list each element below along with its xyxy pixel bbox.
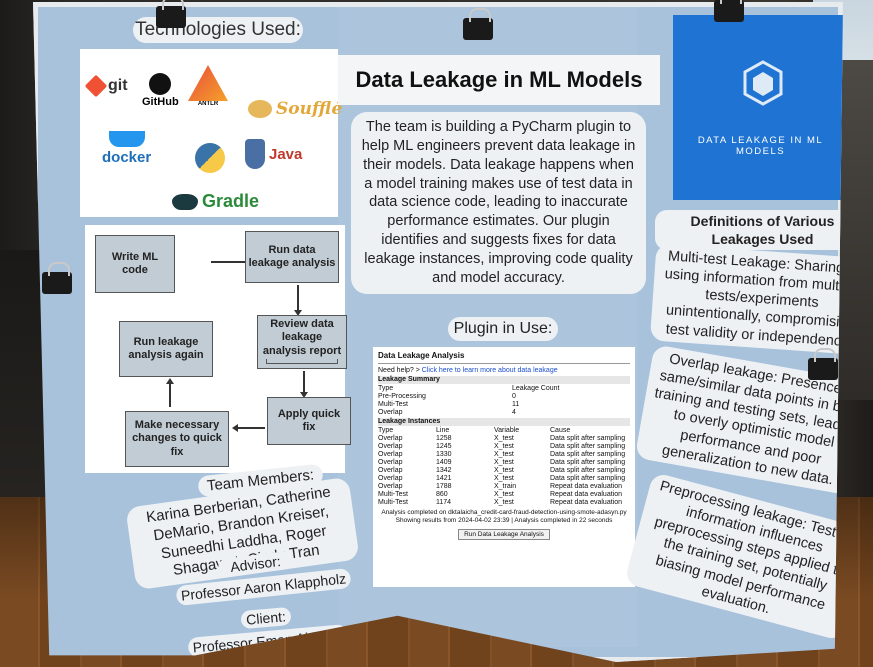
git-logo: git [84, 74, 128, 98]
table-row[interactable]: Overlap 1258 X_test Data split after sam… [378, 434, 626, 442]
java-logo: Java [245, 139, 302, 169]
flow-arrow [166, 378, 173, 407]
github-icon [149, 73, 172, 95]
plugin-screenshot: Data Leakage Analysis Need help? > Click… [373, 347, 635, 587]
github-logo: GitHub [142, 73, 179, 108]
gradle-logo: Gradle [172, 191, 259, 212]
flow-make-changes: Make necessary changes to quick fix [125, 411, 229, 467]
binder-clip [42, 262, 72, 294]
definitions-title: Definitions of Various Leakages Used [655, 210, 843, 251]
flow-run-analysis: Run data leakage analysis [245, 231, 339, 283]
docker-icon [108, 131, 145, 147]
help-row: Need help? > Click here to learn more ab… [378, 367, 558, 374]
brand-text: DATA LEAKAGE IN ML MODELS [697, 135, 824, 157]
flow-arrow [300, 371, 307, 398]
table-row[interactable]: Multi-Test 860 X_test Repeat data evalua… [378, 490, 622, 498]
table-row[interactable]: Overlap 1245 X_test Data split after sam… [378, 442, 626, 450]
flow-write-ml-code: Write ML code [95, 235, 175, 293]
brand-logo-panel: DATA LEAKAGE IN ML MODELS [673, 15, 843, 200]
plugin-in-use-title: Plugin in Use: [448, 317, 558, 341]
poster-title: Data Leakage in ML Models [338, 55, 660, 105]
preprocessing-definition: Preprocessing leakage: Test set informat… [623, 471, 843, 641]
summary-columns: Type Leakage Count [378, 384, 560, 392]
table-row: Overlap 4 [378, 408, 516, 416]
table-row: Multi-Test 11 [378, 400, 520, 408]
table-row[interactable]: Overlap 1788 X_train Repeat data evaluat… [378, 482, 622, 490]
run-analysis-button[interactable]: Run Data Leakage Analysis [458, 528, 550, 540]
instances-header: Leakage Instances [378, 418, 630, 426]
flow-rerun-analysis: Run leakage analysis again [119, 321, 213, 377]
help-link[interactable]: Click here to learn more about data leak… [421, 367, 558, 374]
docker-logo: docker [102, 131, 151, 166]
flow-arrow [294, 285, 301, 316]
instances-columns: Type Line Variable Cause [378, 426, 571, 434]
git-icon [84, 74, 108, 98]
python-logo [195, 143, 225, 173]
table-row[interactable]: Overlap 1342 X_test Data split after sam… [378, 466, 626, 474]
binder-clip [808, 348, 838, 380]
souffle-logo: Soufflé [248, 99, 342, 119]
flow-arrow [232, 424, 265, 431]
table-row[interactable]: Multi-Test 1174 X_test Repeat data evalu… [378, 498, 622, 506]
client-title: Client: [240, 606, 292, 630]
antlr-icon [188, 65, 228, 101]
poster-board: Technologies Used: git GitHub ANTLR Souf… [33, 2, 843, 662]
analysis-footer: Analysis completed on dktalaicha_credit-… [381, 509, 627, 524]
gradle-icon [172, 193, 198, 210]
table-row[interactable]: Overlap 1421 X_test Data split after sam… [378, 474, 626, 482]
java-icon [245, 139, 265, 169]
plugin-window-title: Data Leakage Analysis [378, 351, 465, 360]
binder-clip [463, 8, 493, 40]
cube-logo-icon [743, 60, 783, 106]
flow-review-report: Review data leakage analysis report [257, 315, 347, 369]
summary-header: Leakage Summary [378, 376, 630, 384]
project-summary: The team is building a PyCharm plugin to… [351, 112, 646, 294]
technologies-panel: git GitHub ANTLR Soufflé docker Java Gra… [80, 49, 342, 217]
binder-clip [156, 0, 186, 28]
table-row[interactable]: Overlap 1330 X_test Data split after sam… [378, 450, 626, 458]
workflow-diagram: Write ML code Run data leakage analysis … [85, 225, 351, 473]
table-row[interactable]: Overlap 1409 X_test Data split after sam… [378, 458, 626, 466]
antlr-logo: ANTLR [188, 65, 228, 107]
flow-apply-quick-fix: Apply quick fix [267, 397, 351, 445]
binder-clip [714, 0, 744, 22]
python-icon [195, 143, 225, 173]
souffle-icon [248, 100, 272, 118]
table-row: Pre-Processing 0 [378, 392, 516, 400]
